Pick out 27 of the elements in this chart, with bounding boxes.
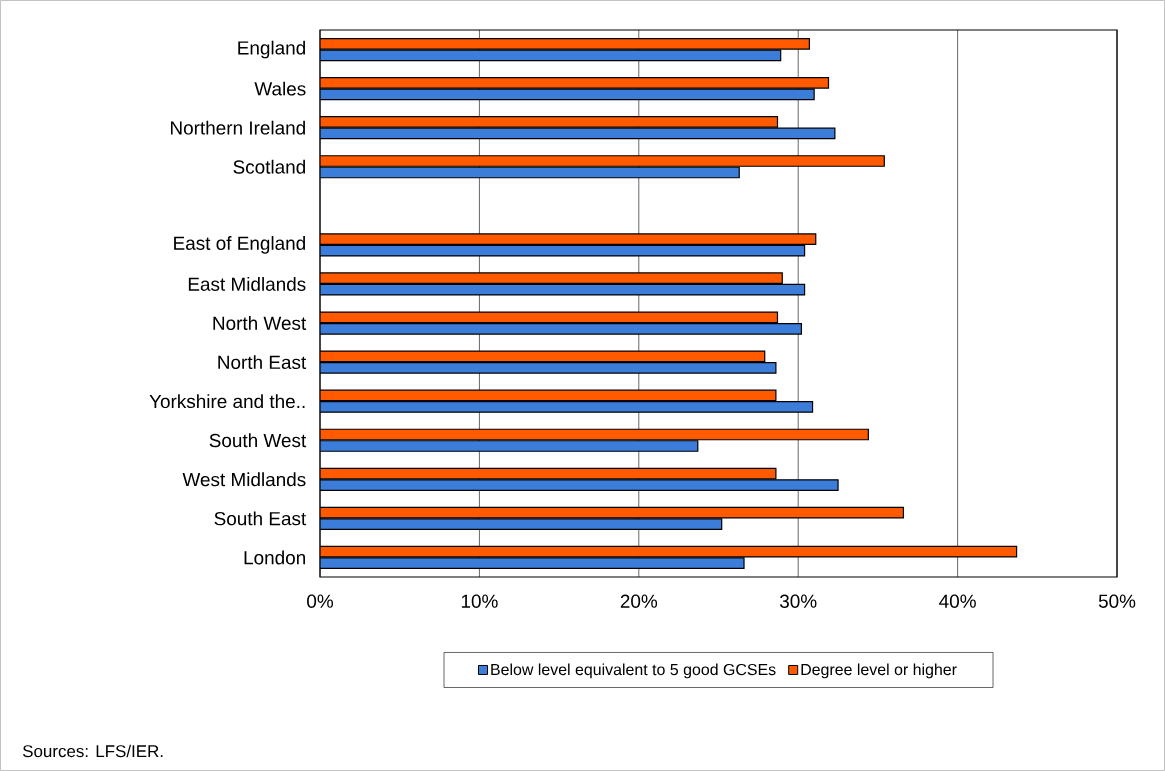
- y-tick-label: East of England: [174, 236, 305, 254]
- legend-label: Degree level or higher: [801, 663, 957, 679]
- bar: [320, 116, 779, 128]
- x-tick-label: 20%: [620, 594, 658, 608]
- y-tick-label: North West: [213, 316, 307, 330]
- x-tick-label: 10%: [461, 594, 498, 608]
- bar: [320, 155, 885, 167]
- y-tick-label: West Midlands: [182, 472, 306, 487]
- bar: [320, 479, 839, 491]
- y-tick-label: South West: [209, 433, 307, 448]
- y-tick-label: Yorkshire and the..: [149, 394, 305, 409]
- source-note: Sources: LFS/IER.: [22, 744, 163, 758]
- y-tick-label: Scotland: [233, 159, 305, 174]
- x-tick-label: 40%: [939, 594, 976, 608]
- bar: [320, 440, 699, 452]
- bar: [320, 401, 814, 413]
- y-tick-label: Wales: [254, 81, 306, 96]
- y-tick-label: East Midlands: [188, 277, 306, 291]
- y-tick-label: London: [244, 550, 305, 565]
- y-tick-label: England: [238, 40, 305, 59]
- legend-label: Below level equivalent to 5 good GCSEs: [491, 663, 776, 679]
- x-tick-label: 50%: [1098, 594, 1136, 608]
- x-tick-label: 30%: [779, 594, 817, 608]
- x-tick-label: 0%: [307, 594, 334, 608]
- y-tick-label: Northern Ireland: [171, 120, 305, 135]
- y-tick-label: North East: [218, 355, 307, 370]
- y-tick-label: South East: [214, 511, 307, 526]
